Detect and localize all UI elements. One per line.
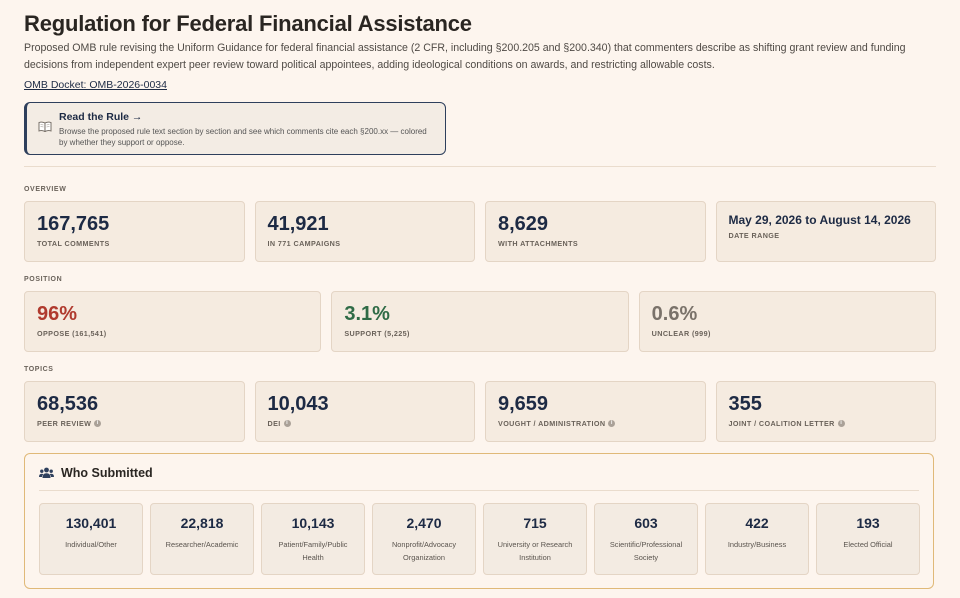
topic-card-peer-review[interactable]: 68,536 PEER REVIEW i <box>24 381 245 442</box>
submitter-count: 193 <box>856 515 880 531</box>
stat-label-row: DEI i <box>268 419 463 428</box>
position-label: POSITION <box>24 276 63 283</box>
read-the-rule-card[interactable]: Read the Rule → Browse the proposed rule… <box>24 102 446 155</box>
topics-label: TOPICS <box>24 366 54 373</box>
submitter-count: 715 <box>523 515 547 531</box>
stat-label-row: PEER REVIEW i <box>37 419 232 428</box>
who-submitted-header: Who Submitted <box>39 466 153 480</box>
stat-value: May 29, 2026 to August 14, 2026 <box>728 213 911 227</box>
topics-row: 68,536 PEER REVIEW i 10,043 DEI i 9,659 VO… <box>24 381 936 442</box>
submitter-label: Elected Official <box>843 540 893 549</box>
submitter-card-patient[interactable]: 10,143 Patient/Family/Public Health <box>261 503 365 575</box>
submitter-count: 10,143 <box>291 515 335 531</box>
info-icon[interactable]: i <box>608 420 616 427</box>
stat-value: 0.6% <box>651 303 698 325</box>
submitter-count: 2,470 <box>406 515 442 531</box>
stat-value: 355 <box>728 393 762 415</box>
stat-value: 10,043 <box>267 393 329 415</box>
stat-label: IN 771 CAMPAIGNS <box>267 239 341 248</box>
page-title: Regulation for Federal Financial Assista… <box>24 11 472 36</box>
info-icon[interactable]: i <box>94 420 102 427</box>
stat-card-support: 3.1% SUPPORT (5,225) <box>331 291 629 352</box>
submitter-count: 22,818 <box>180 515 224 531</box>
submitter-count: 130,401 <box>65 515 117 531</box>
read-rule-title: Read the Rule → <box>59 111 143 123</box>
stat-label: JOINT / COALITION LETTER <box>728 419 835 428</box>
divider <box>39 490 919 491</box>
stat-card-oppose: 96% OPPOSE (161,541) <box>24 291 322 352</box>
stat-label: VOUGHT / ADMINISTRATION <box>498 419 606 428</box>
stat-value: 68,536 <box>37 393 99 415</box>
users-icon <box>39 467 54 478</box>
stat-value: 3.1% <box>344 303 390 325</box>
divider <box>24 166 936 167</box>
stat-label: DEI <box>267 419 281 428</box>
stat-card-total-comments: 167,765 TOTAL COMMENTS <box>24 201 245 262</box>
stat-label: TOTAL COMMENTS <box>37 239 110 248</box>
stat-label: WITH ATTACHMENTS <box>498 239 579 248</box>
stat-card-attachments: 8,629 WITH ATTACHMENTS <box>485 201 706 262</box>
submitter-card-individual[interactable]: 130,401 Individual/Other <box>39 503 143 575</box>
stat-value: 41,921 <box>267 213 329 235</box>
stat-label: SUPPORT (5,225) <box>344 329 410 338</box>
docket-link[interactable]: OMB Docket: OMB-2026-0034 <box>24 79 167 91</box>
stat-card-date-range: May 29, 2026 to August 14, 2026 DATE RAN… <box>715 201 936 262</box>
submitter-card-researcher[interactable]: 22,818 Researcher/Academic <box>150 503 254 575</box>
submitter-card-elected-official[interactable]: 193 Elected Official <box>816 503 920 575</box>
overview-label: OVERVIEW <box>24 186 67 193</box>
submitter-label: Scientific/Professional Society <box>609 540 683 562</box>
submitter-label: University or Research Institution <box>497 540 573 562</box>
who-submitted-title: Who Submitted <box>61 466 153 480</box>
submitter-count: 603 <box>634 515 658 531</box>
info-icon[interactable]: i <box>283 420 291 427</box>
stat-label: UNCLEAR (999) <box>651 329 711 338</box>
topic-card-joint-letter[interactable]: 355 JOINT / COALITION LETTER i <box>715 381 936 442</box>
overview-row: 167,765 TOTAL COMMENTS 41,921 IN 771 CAM… <box>24 201 936 262</box>
submitter-card-university[interactable]: 715 University or Research Institution <box>483 503 587 575</box>
page-description: Proposed OMB rule revising the Uniform G… <box>24 42 906 71</box>
submitter-label: Industry/Business <box>727 540 787 549</box>
submitter-card-scientific-society[interactable]: 603 Scientific/Professional Society <box>594 503 698 575</box>
stat-label: DATE RANGE <box>728 231 780 240</box>
stat-value: 9,659 <box>498 393 549 415</box>
book-icon <box>38 121 52 132</box>
submitter-label: Nonprofit/Advocacy Organization <box>391 540 457 562</box>
topic-card-vought[interactable]: 9,659 VOUGHT / ADMINISTRATION i <box>485 381 706 442</box>
stat-label-row: JOINT / COALITION LETTER i <box>729 419 924 428</box>
submitter-card-nonprofit[interactable]: 2,470 Nonprofit/Advocacy Organization <box>372 503 476 575</box>
submitter-label: Researcher/Academic <box>165 540 239 549</box>
who-submitted-panel: Who Submitted 130,401 Individual/Other 2… <box>24 453 934 589</box>
stat-label: OPPOSE (161,541) <box>37 329 107 338</box>
who-submitted-row: 130,401 Individual/Other 22,818 Research… <box>39 503 920 575</box>
submitter-count: 422 <box>745 515 769 531</box>
read-rule-text: Browse the proposed rule text section by… <box>59 127 427 147</box>
submitter-label: Patient/Family/Public Health <box>278 540 348 562</box>
info-icon[interactable]: i <box>837 420 845 427</box>
stat-card-campaigns: 41,921 IN 771 CAMPAIGNS <box>254 201 475 262</box>
stat-value: 8,629 <box>498 213 549 235</box>
submitter-label: Individual/Other <box>65 540 117 549</box>
position-row: 96% OPPOSE (161,541) 3.1% SUPPORT (5,225… <box>24 291 936 352</box>
stat-label: PEER REVIEW <box>37 419 92 428</box>
stat-value: 96% <box>37 303 78 325</box>
stat-card-unclear: 0.6% UNCLEAR (999) <box>638 291 936 352</box>
stat-label-row: VOUGHT / ADMINISTRATION i <box>498 419 693 428</box>
topic-card-dei[interactable]: 10,043 DEI i <box>254 381 475 442</box>
submitter-card-industry[interactable]: 422 Industry/Business <box>705 503 809 575</box>
stat-value: 167,765 <box>37 213 110 235</box>
